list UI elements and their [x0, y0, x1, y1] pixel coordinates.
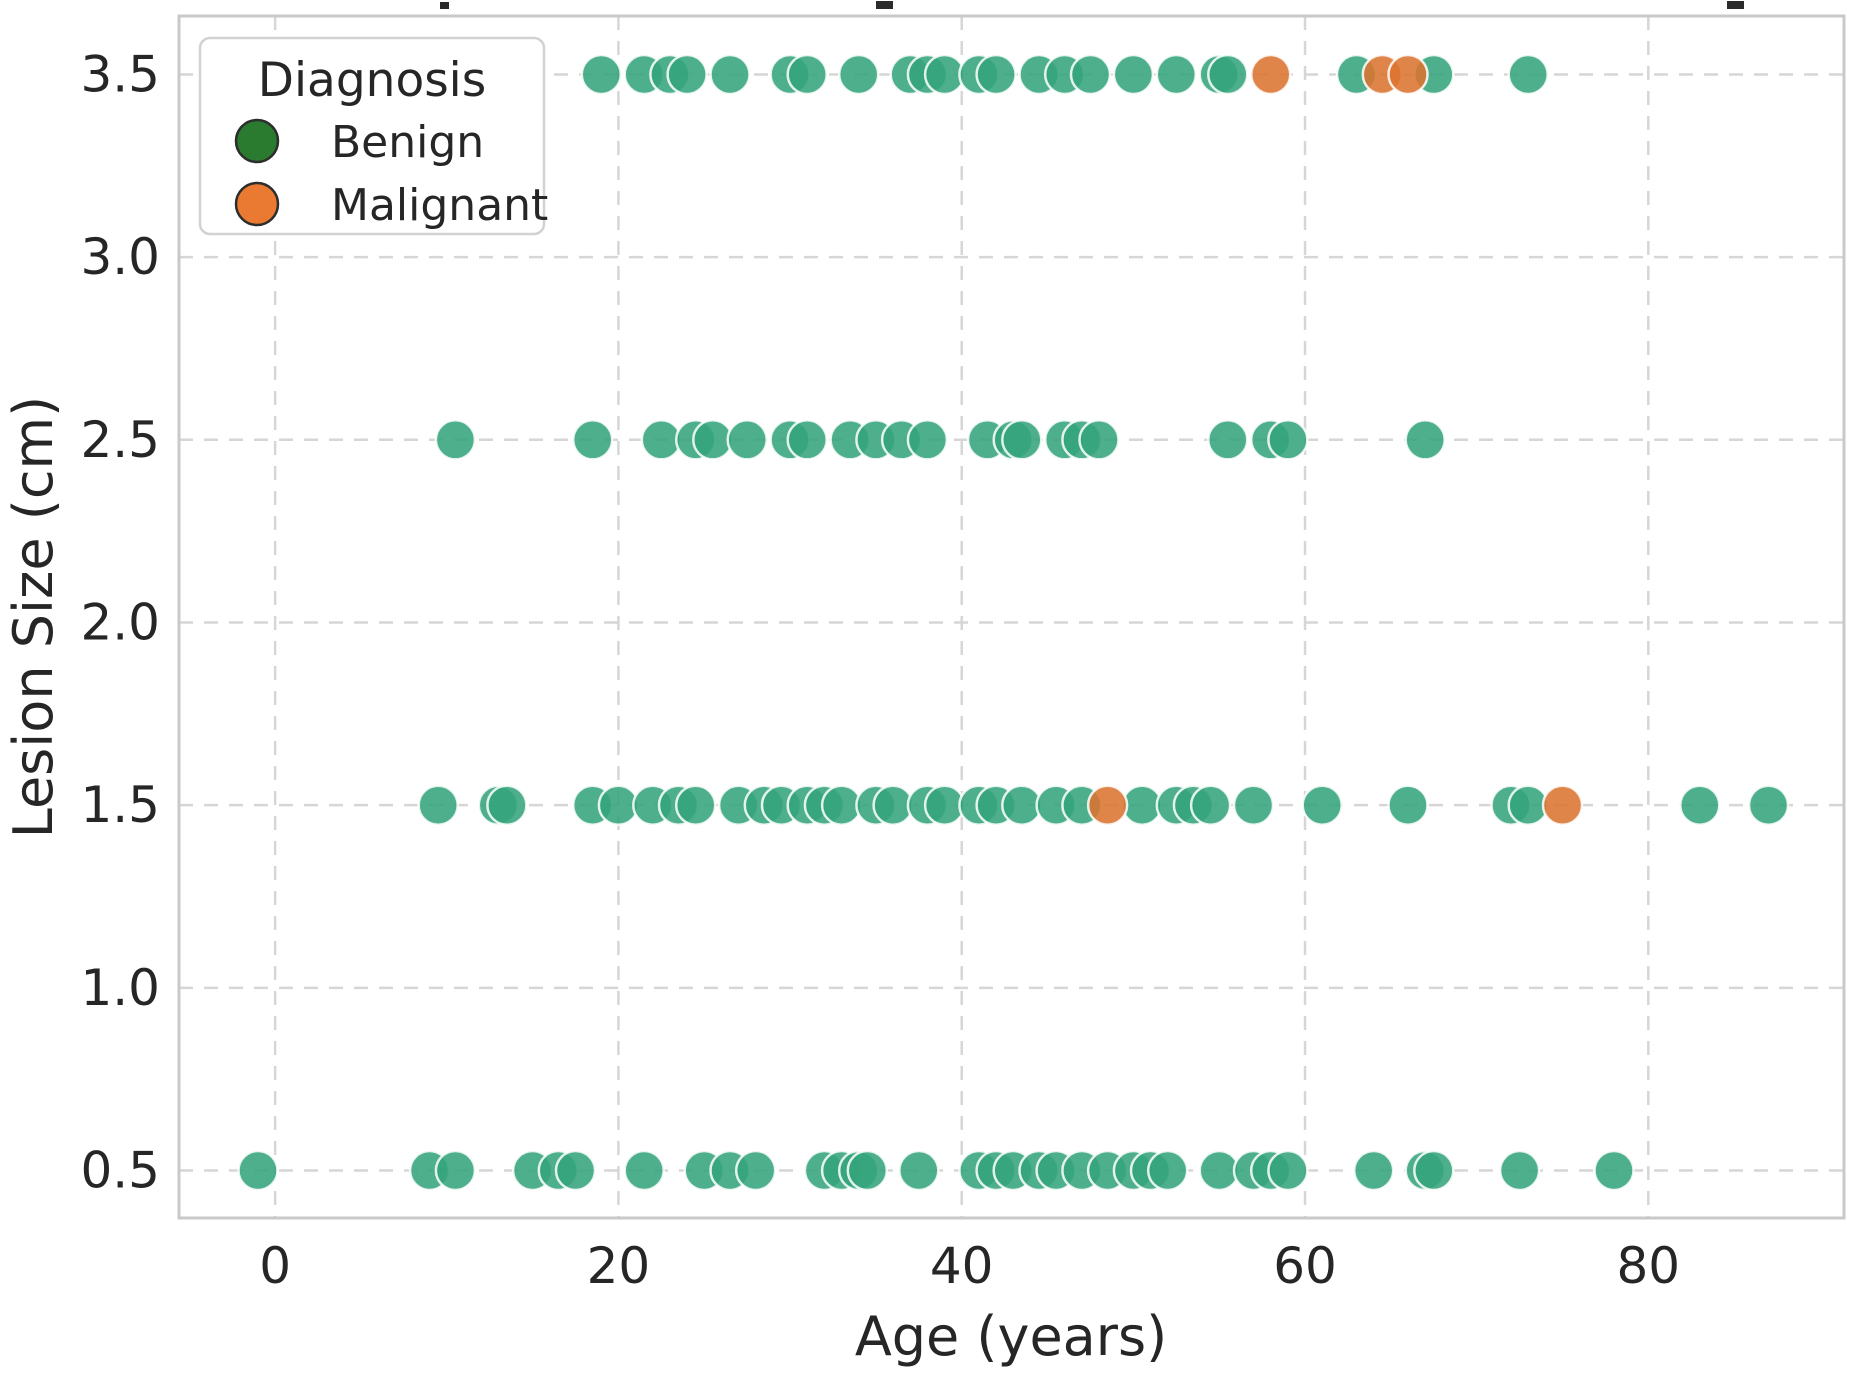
data-point-benign: [1593, 1149, 1635, 1192]
data-point-benign: [975, 53, 1017, 96]
data-point-benign: [1189, 784, 1232, 826]
data-point-benign: [898, 1149, 940, 1192]
data-point-benign: [786, 53, 828, 96]
y-tick-label: 2.0: [80, 594, 160, 652]
data-point-benign: [554, 1149, 597, 1192]
data-point-benign: [1207, 419, 1249, 461]
x-tick-label: 80: [1616, 1237, 1680, 1295]
data-point-benign: [786, 419, 828, 461]
data-point-benign: [237, 1149, 279, 1192]
data-point-benign: [623, 1149, 665, 1192]
data-point-benign: [571, 419, 614, 461]
x-tick-label: 40: [930, 1237, 994, 1295]
plot-border: [177, 14, 1846, 1220]
y-tick-label: 3.0: [80, 228, 160, 286]
x-tick-label: 60: [1273, 1237, 1337, 1295]
x-tick-label: 20: [587, 1237, 651, 1295]
data-point-malignant: [1387, 53, 1429, 96]
data-point-malignant: [1541, 784, 1584, 826]
data-point-benign: [1267, 419, 1309, 461]
data-point-benign: [1001, 419, 1043, 461]
legend-benign-icon: [234, 118, 280, 164]
legend-box: [198, 36, 546, 236]
data-point-benign: [580, 53, 623, 96]
data-point-benign: [1078, 419, 1120, 461]
data-point-benign: [1155, 53, 1198, 96]
x-tick-label: 0: [259, 1237, 291, 1295]
data-point-benign: [1413, 1149, 1455, 1192]
data-point-benign: [1352, 1149, 1395, 1192]
data-point-benign: [1747, 784, 1790, 826]
y-tick-label: 1.0: [80, 959, 160, 1017]
data-point-benign: [1498, 1149, 1541, 1192]
data-point-benign: [1301, 784, 1343, 826]
legend-benign-label: Benign: [331, 117, 484, 168]
y-tick-label: 2.5: [80, 411, 160, 469]
data-point-malignant: [1086, 784, 1129, 826]
y-tick-label: 3.5: [80, 46, 160, 104]
data-point-benign: [1146, 1149, 1189, 1192]
data-point-benign: [906, 419, 949, 461]
data-points: [237, 53, 1790, 1192]
legend: Diagnosis Benign Malignant: [198, 36, 548, 236]
legend-title: Diagnosis: [258, 53, 486, 108]
data-point-benign: [1069, 53, 1112, 96]
x-axis-label: Age (years): [855, 1305, 1167, 1368]
data-point-benign: [666, 53, 708, 96]
x-axis-tick-labels: 0 20 40 60 80: [259, 1237, 1680, 1295]
y-tick-label: 0.5: [80, 1142, 160, 1200]
y-axis-label: Lesion Size (cm): [2, 396, 65, 838]
data-point-benign: [846, 1149, 889, 1192]
y-axis-tick-labels: 0.5 1.0 1.5 2.0 2.5 3.0 3.5: [80, 46, 160, 1200]
data-point-benign: [674, 784, 717, 826]
data-point-benign: [486, 784, 528, 826]
data-point-malignant: [1249, 53, 1292, 96]
data-point-benign: [434, 1149, 477, 1192]
data-point-benign: [709, 53, 751, 96]
data-point-benign: [1387, 784, 1429, 826]
legend-malignant-label: Malignant: [331, 180, 548, 231]
data-point-benign: [1112, 53, 1155, 96]
data-point-benign: [1207, 53, 1249, 96]
data-point-benign: [1404, 419, 1446, 461]
data-point-benign: [1507, 53, 1549, 96]
cropped-title-fragment: [440, 1, 1744, 9]
data-point-benign: [726, 419, 768, 461]
data-point-benign: [1267, 1149, 1309, 1192]
legend-malignant-icon: [234, 181, 280, 227]
data-point-benign: [434, 419, 477, 461]
data-point-benign: [1232, 784, 1275, 826]
data-point-benign: [417, 784, 459, 826]
data-point-benign: [1679, 784, 1721, 826]
data-point-benign: [734, 1149, 777, 1192]
data-point-benign: [837, 53, 880, 96]
y-tick-label: 1.5: [80, 776, 160, 834]
